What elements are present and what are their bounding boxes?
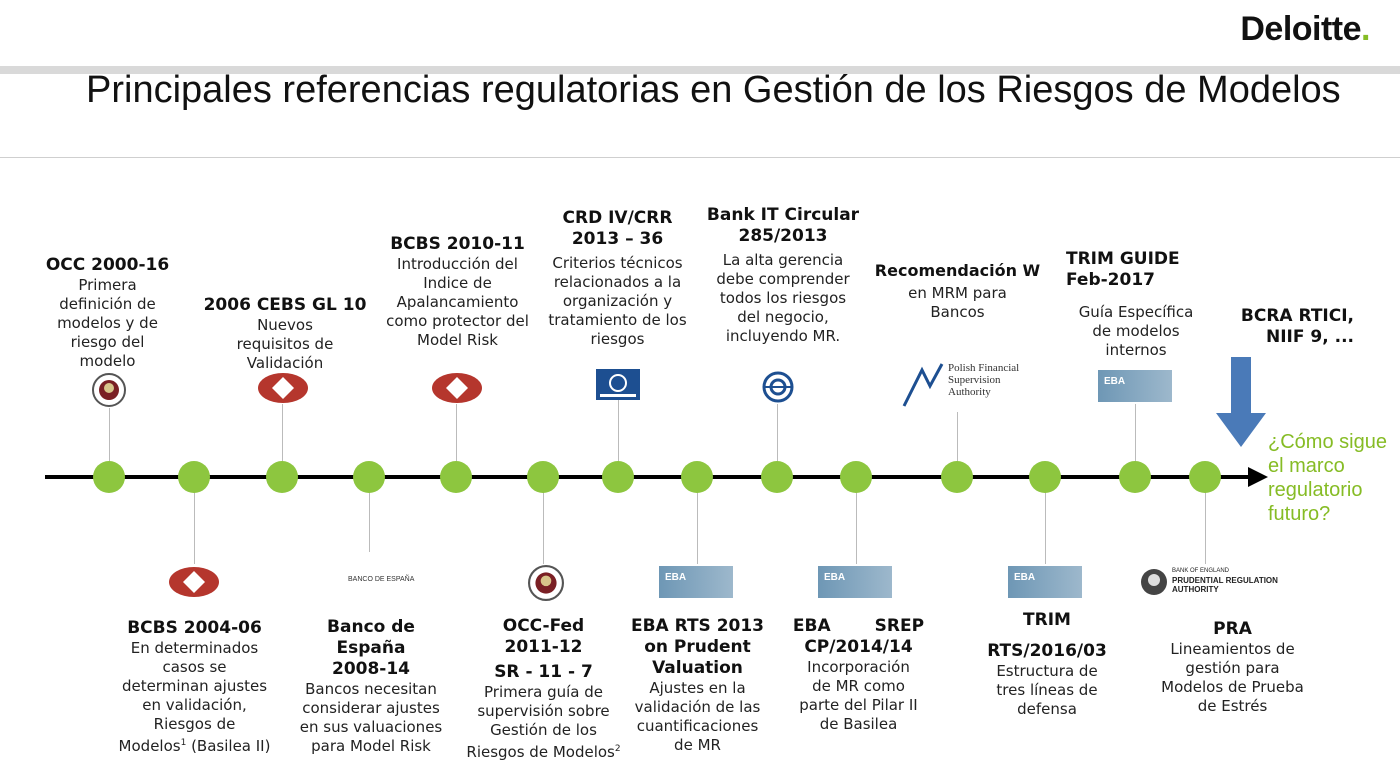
bis-logo-icon xyxy=(169,567,219,597)
timeline-node xyxy=(941,461,973,493)
deloitte-logo: Deloitte. xyxy=(1240,10,1370,48)
ref-eba-cp-2014-14: EBA SREP CP/2014/14 Incorporación de MR c… xyxy=(792,616,925,733)
ref-occ-2000-16: OCC 2000-16 Primera definición de modelo… xyxy=(45,255,170,370)
timeline-node xyxy=(761,461,793,493)
connector xyxy=(777,404,778,464)
connector xyxy=(957,412,958,464)
timeline-node xyxy=(266,461,298,493)
banca-italia-icon xyxy=(762,371,794,403)
connector xyxy=(1045,492,1046,564)
ref-eba-rts-2013: EBA RTS 2013 on Prudent Valuation Ajuste… xyxy=(630,616,765,754)
connector xyxy=(856,492,857,564)
timeline-node xyxy=(440,461,472,493)
bis-logo-icon xyxy=(258,373,308,403)
timeline-node xyxy=(681,461,713,493)
connector xyxy=(282,404,283,464)
boe-crest-icon xyxy=(1141,569,1167,595)
eba-logo: EBA xyxy=(818,566,892,598)
down-arrow-shaft xyxy=(1231,357,1251,415)
ref-bcbs-2010-11: BCBS 2010-11 Introducción del Indice de … xyxy=(386,234,529,349)
connector xyxy=(1135,404,1136,464)
connector xyxy=(1205,492,1206,564)
eba-logo: EBA xyxy=(1098,370,1172,402)
down-arrow-head xyxy=(1216,413,1266,447)
connector xyxy=(618,400,619,464)
eba-logo: EBA xyxy=(1008,566,1082,598)
banco-espana-logo: BANCO DE ESPAÑA xyxy=(348,576,415,583)
polish-fsa-logo: Polish Financial Supervision Authority xyxy=(900,362,1020,412)
ref-recomendacion-w: Recomendación W en MRM para Bancos xyxy=(874,261,1041,321)
future-question: ¿Cómo sigue el marco regulatorio futuro? xyxy=(1268,431,1387,525)
ref-bcra-rtici: BCRA RTICI, NIIF 9, ... xyxy=(1240,306,1354,347)
ref-occ-fed: OCC-Fed 2011-12 SR - 11 - 7 Primera guía… xyxy=(466,616,621,761)
connector xyxy=(109,408,110,464)
connector xyxy=(697,492,698,564)
occ-seal-icon xyxy=(528,565,564,601)
pra-logo: BANK OF ENGLAND PRUDENTIAL REGULATION AU… xyxy=(1140,566,1300,598)
ref-trim-guide: TRIM GUIDE Feb-2017 Guía Específica de m… xyxy=(1066,249,1194,359)
connector xyxy=(543,492,544,564)
timeline-node xyxy=(93,461,125,493)
timeline-node xyxy=(1189,461,1221,493)
eba-logo: EBA xyxy=(659,566,733,598)
ref-bcbs-2004-06: BCBS 2004-06 En determinados casos se de… xyxy=(118,618,271,755)
ref-cebs-gl10: 2006 CEBS GL 10 Nuevos requisitos de Val… xyxy=(203,295,367,372)
timeline-node xyxy=(178,461,210,493)
polish-fsa-icon xyxy=(902,363,944,407)
occ-seal-icon xyxy=(92,373,126,407)
connector xyxy=(194,492,195,564)
ref-crd-iv-crr: CRD IV/CRR 2013 – 36 Criterios técnicos … xyxy=(548,208,687,348)
connector xyxy=(456,404,457,464)
ref-pra: PRA Lineamientos de gestión para Modelos… xyxy=(1161,619,1304,715)
timeline-node xyxy=(1119,461,1151,493)
ref-trim-rts: TRIM RTS/2016/03 Estructura de tres líne… xyxy=(987,610,1107,718)
title-divider xyxy=(0,157,1400,158)
timeline-node xyxy=(840,461,872,493)
page-title: Principales referencias regulatorias en … xyxy=(86,69,1341,111)
ecb-logo-icon xyxy=(596,369,640,400)
timeline-node xyxy=(353,461,385,493)
connector xyxy=(369,492,370,552)
header-bar xyxy=(0,66,1400,74)
bis-logo-icon xyxy=(432,373,482,403)
ref-banco-espana: Banco de España 2008-14 Bancos necesitan… xyxy=(299,617,443,755)
timeline-arrowhead xyxy=(1248,467,1268,487)
timeline-node xyxy=(1029,461,1061,493)
ref-bank-it-circular: Bank IT Circular 285/2013 La alta gerenc… xyxy=(706,205,860,345)
timeline-node xyxy=(602,461,634,493)
timeline-node xyxy=(527,461,559,493)
